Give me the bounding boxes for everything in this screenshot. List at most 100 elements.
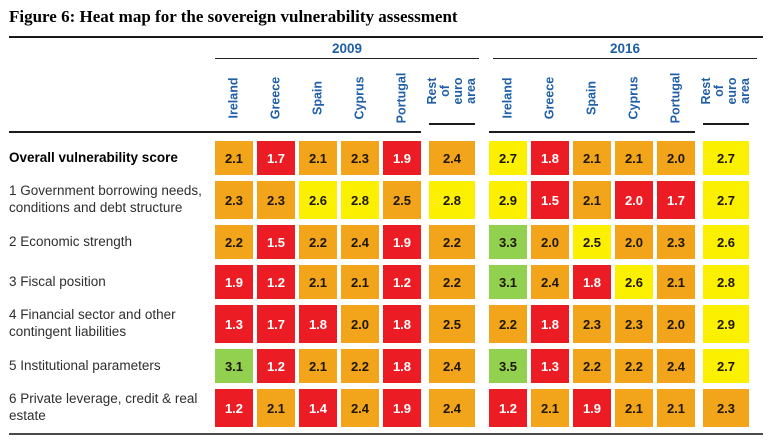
cell-subgroup-2009: 1.9 1.2 2.1 2.1 1.2 — [215, 265, 421, 299]
cell-group-2016: 3.5 1.3 2.2 2.2 2.4 2.7 — [489, 349, 749, 383]
cell-2016-rest-of-euro-area: 2.7 — [703, 141, 749, 175]
cell-2009-greece: 1.7 — [257, 305, 295, 343]
cell-group-2009: 1.9 1.2 2.1 2.1 1.2 2.2 — [215, 265, 475, 299]
cell-subgroup-2016: 3.5 1.3 2.2 2.2 2.4 — [489, 349, 695, 383]
cell-2009-ireland: 1.9 — [215, 265, 253, 299]
column-header-label: Cyprus — [626, 76, 641, 120]
cell-2009-portugal: 1.9 — [383, 141, 421, 175]
cell-2016-portugal: 1.7 — [657, 181, 695, 219]
cell-2009-portugal: 1.8 — [383, 349, 421, 383]
cell-group-2016: 2.9 1.5 2.1 2.0 1.7 2.7 — [489, 181, 749, 219]
cell-2016-cyprus: 2.0 — [615, 181, 653, 219]
cell-2009-ireland: 1.2 — [215, 389, 253, 427]
cell-2009-spain: 2.1 — [299, 349, 337, 383]
column-header-label: Ireland — [226, 77, 241, 119]
table-row: Overall vulnerability score 2.1 1.7 2.1 2.3 1… — [9, 141, 763, 175]
column-group-2009: Ireland Greece Spain Cyprus Portugal Rest of … — [215, 59, 478, 133]
cell-2009-ireland: 2.1 — [215, 141, 253, 175]
cell-2009-cyprus: 2.2 — [341, 349, 379, 383]
row-label-column-header — [9, 59, 215, 133]
column-header-label: Greece — [542, 76, 557, 120]
cell-2016-portugal: 2.1 — [657, 265, 695, 299]
cell-group-2009: 1.3 1.7 1.8 2.0 1.8 2.5 — [215, 305, 475, 343]
cell-2016-cyprus: 2.2 — [615, 349, 653, 383]
cell-group-2009: 2.2 1.5 2.2 2.4 1.9 2.2 — [215, 225, 475, 259]
table-row: 1 Government borrowing needs, conditions… — [9, 181, 763, 219]
cell-subgroup-2016: 3.3 2.0 2.5 2.0 2.3 — [489, 225, 695, 259]
column-header-portugal-2009: Portugal — [383, 65, 421, 131]
cell-2016-greece: 1.5 — [531, 181, 569, 219]
cell-2009-spain: 1.4 — [299, 389, 337, 427]
cell-group-2016: 3.3 2.0 2.5 2.0 2.3 2.6 — [489, 225, 749, 259]
cell-2009-greece: 2.1 — [257, 389, 295, 427]
column-header-label: Rest of euro area — [424, 77, 479, 105]
year-header-row: 2009 2016 — [9, 41, 763, 59]
year-row-spacer — [9, 41, 215, 59]
cell-2009-spain: 2.1 — [299, 141, 337, 175]
cell-2009-portugal: 2.5 — [383, 181, 421, 219]
column-header-label: Rest of euro area — [698, 77, 753, 105]
cell-2009-spain: 1.8 — [299, 305, 337, 343]
cell-subgroup-2016: 2.2 1.8 2.3 2.3 2.0 — [489, 305, 695, 343]
cell-2009-spain: 2.6 — [299, 181, 337, 219]
cell-2016-ireland: 2.7 — [489, 141, 527, 175]
table-row: 2 Economic strength 2.2 1.5 2.2 2.4 1.9 2.2 3.3… — [9, 225, 763, 259]
cell-2009-ireland: 1.3 — [215, 305, 253, 343]
figure-title: Figure 6: Heat map for the sovereign vul… — [9, 7, 458, 26]
cell-subgroup-2009: 1.2 2.1 1.4 2.4 1.9 — [215, 389, 421, 427]
cell-2009-spain: 2.1 — [299, 265, 337, 299]
cell-2016-rest-of-euro-area: 2.8 — [703, 265, 749, 299]
cell-group-2009: 2.1 1.7 2.1 2.3 1.9 2.4 — [215, 141, 475, 175]
cell-group-2009: 2.3 2.3 2.6 2.8 2.5 2.8 — [215, 181, 475, 219]
cell-2009-rest-of-euro-area: 2.8 — [429, 181, 475, 219]
cell-2016-spain: 2.2 — [573, 349, 611, 383]
column-header-label: Spain — [584, 80, 599, 116]
cell-2016-cyprus: 2.3 — [615, 305, 653, 343]
cell-2009-portugal: 1.9 — [383, 225, 421, 259]
cell-2009-ireland: 3.1 — [215, 349, 253, 383]
table-row: 3 Fiscal position 1.9 1.2 2.1 2.1 1.2 2.2 3.1 2.… — [9, 265, 763, 299]
cell-2016-portugal: 2.4 — [657, 349, 695, 383]
cell-2009-portugal: 1.9 — [383, 389, 421, 427]
cell-2016-ireland: 3.5 — [489, 349, 527, 383]
cell-2016-spain: 1.9 — [573, 389, 611, 427]
cell-subgroup-2016: 2.7 1.8 2.1 2.1 2.0 — [489, 141, 695, 175]
cell-2016-rest-of-euro-area: 2.9 — [703, 305, 749, 343]
cell-group-2009: 3.1 1.2 2.1 2.2 1.8 2.4 — [215, 349, 475, 383]
cell-2016-rest-of-euro-area: 2.7 — [703, 181, 749, 219]
cell-2016-portugal: 2.3 — [657, 225, 695, 259]
column-header-label: Ireland — [500, 77, 515, 119]
cell-group-2016: 3.1 2.4 1.8 2.6 2.1 2.8 — [489, 265, 749, 299]
cell-2016-greece: 1.3 — [531, 349, 569, 383]
cell-2009-rest-of-euro-area: 2.4 — [429, 349, 475, 383]
cell-2009-cyprus: 2.3 — [341, 141, 379, 175]
cell-2009-rest-of-euro-area: 2.4 — [429, 141, 475, 175]
column-header-ireland-2016: Ireland — [489, 65, 527, 131]
cell-2016-rest-of-euro-area: 2.3 — [703, 389, 749, 427]
cell-2016-ireland: 2.9 — [489, 181, 527, 219]
cell-2009-greece: 2.3 — [257, 181, 295, 219]
cell-2009-greece: 1.2 — [257, 265, 295, 299]
cell-2009-rest-of-euro-area: 2.4 — [429, 389, 475, 427]
heatmap-rows: Overall vulnerability score 2.1 1.7 2.1 2.3 1… — [9, 141, 763, 427]
cell-2016-spain: 2.1 — [573, 181, 611, 219]
cell-2016-cyprus: 2.1 — [615, 141, 653, 175]
cell-group-2016: 2.7 1.8 2.1 2.1 2.0 2.7 — [489, 141, 749, 175]
cell-2009-portugal: 1.8 — [383, 305, 421, 343]
column-header-label: Spain — [310, 80, 325, 116]
column-header-row: Ireland Greece Spain Cyprus Portugal Rest of … — [9, 59, 763, 133]
column-header-rest-of-euro-area-2009: Rest of euro area — [425, 59, 478, 125]
cell-2009-ireland: 2.2 — [215, 225, 253, 259]
column-header-cyprus-2016: Cyprus — [615, 65, 653, 131]
cell-group-2016: 1.2 2.1 1.9 2.1 2.1 2.3 — [489, 389, 749, 427]
column-header-spain-2009: Spain — [299, 65, 337, 131]
cell-subgroup-2009: 1.3 1.7 1.8 2.0 1.8 — [215, 305, 421, 343]
cell-2016-spain: 2.1 — [573, 141, 611, 175]
cell-2016-portugal: 2.1 — [657, 389, 695, 427]
cell-2016-cyprus: 2.0 — [615, 225, 653, 259]
row-label: Overall vulnerability score — [9, 149, 178, 165]
row-label: 3 Fiscal position — [9, 273, 106, 289]
cell-2016-portugal: 2.0 — [657, 305, 695, 343]
cell-2016-greece: 1.8 — [531, 305, 569, 343]
column-group-2016: Ireland Greece Spain Cyprus Portugal Rest of … — [489, 59, 752, 133]
